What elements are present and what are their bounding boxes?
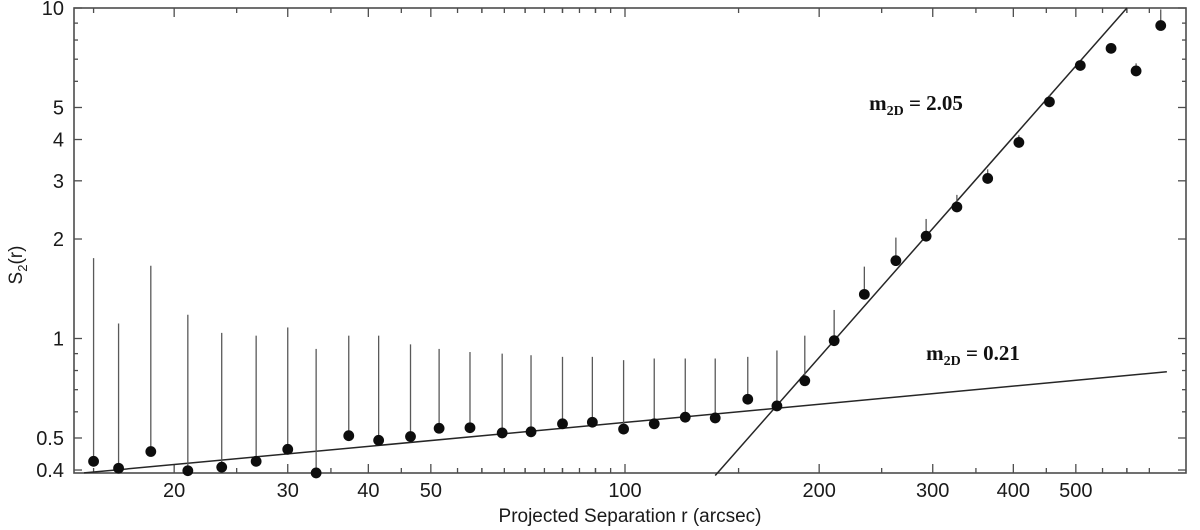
- slope-symbol: m: [926, 341, 944, 365]
- x-tick-label: 300: [916, 480, 949, 502]
- data-point: [525, 426, 537, 438]
- data-point: [742, 393, 754, 405]
- y-axis-ticks: [74, 7, 1186, 471]
- y-axis-label-subscript: 2: [15, 265, 30, 272]
- x-tick-label: 30: [277, 480, 299, 502]
- data-point: [858, 288, 870, 300]
- data-point: [951, 201, 963, 213]
- data-points: [88, 20, 1167, 479]
- data-point: [310, 467, 322, 479]
- data-point: [216, 461, 228, 473]
- slope-subscript: 2D: [887, 104, 904, 119]
- x-axis-ticks: [92, 8, 1150, 473]
- data-point: [709, 412, 721, 424]
- y-tick-label: 4: [53, 130, 64, 152]
- data-point: [433, 422, 445, 434]
- slope-value: = 2.05: [904, 91, 963, 115]
- data-point: [282, 443, 294, 455]
- x-tick-label: 100: [608, 480, 641, 502]
- fit-line-shallow: [84, 371, 1167, 474]
- data-point: [648, 418, 660, 430]
- data-point: [464, 422, 476, 434]
- svg-text:m2D = 2.05: m2D = 2.05: [869, 91, 963, 119]
- ann-steep: m2D = 2.05: [869, 91, 963, 119]
- data-point: [771, 400, 783, 412]
- y-tick-labels: 0.4 0.5 1 2 3 4 5 10: [36, 0, 64, 482]
- x-tick-label: 500: [1059, 480, 1092, 502]
- y-tick-label: 10: [42, 0, 64, 20]
- slope-subscript: 2D: [944, 354, 961, 369]
- data-point: [88, 455, 99, 467]
- data-point: [1044, 96, 1055, 108]
- x-tick-labels: 20 30 40 50 100 200 300 400 500: [163, 480, 1092, 502]
- data-point: [145, 446, 157, 457]
- plot-border: [73, 7, 1187, 474]
- data-point: [1074, 60, 1086, 71]
- data-point: [113, 462, 124, 474]
- data-point: [586, 416, 598, 428]
- y-axis-label: S2(r): [6, 246, 30, 285]
- data-point: [1130, 65, 1142, 77]
- data-point: [890, 255, 902, 267]
- x-tick-label: 40: [357, 480, 379, 502]
- data-point: [182, 465, 194, 477]
- data-point: [799, 375, 811, 387]
- data-point: [982, 173, 994, 184]
- x-tick-label: 20: [163, 480, 185, 502]
- y-axis-label-tail: (r): [6, 246, 27, 265]
- data-point: [250, 455, 262, 467]
- y-tick-label: 5: [53, 97, 64, 119]
- x-tick-label: 200: [802, 480, 835, 502]
- y-tick-label: 0.4: [36, 460, 64, 482]
- svg-text:S2(r): S2(r): [6, 246, 30, 285]
- data-point: [1155, 20, 1167, 31]
- data-point: [828, 335, 840, 347]
- x-tick-label: 50: [420, 480, 442, 502]
- y-tick-label: 3: [53, 171, 64, 193]
- fit-line-steep: [714, 7, 1128, 477]
- x-tick-label: 400: [997, 480, 1030, 502]
- data-point: [679, 411, 691, 423]
- fit-lines: [84, 7, 1167, 477]
- data-point: [496, 427, 508, 439]
- x-axis-label: Projected Separation r (arcsec): [499, 506, 762, 527]
- data-point: [618, 423, 629, 435]
- data-point: [920, 230, 932, 242]
- y-axis-label-base: S: [6, 272, 27, 285]
- y-tick-label: 1: [53, 329, 64, 351]
- y-tick-label: 2: [53, 229, 64, 251]
- data-point: [1105, 42, 1117, 54]
- svg-text:m2D = 0.21: m2D = 0.21: [926, 341, 1020, 369]
- error-bars: [92, 9, 1162, 473]
- data-point: [557, 418, 568, 430]
- slope-value: = 0.21: [961, 341, 1020, 365]
- slope-symbol: m: [869, 91, 887, 115]
- y-tick-label: 0.5: [36, 428, 64, 450]
- ann-shallow: m2D = 0.21: [926, 341, 1020, 369]
- data-point: [343, 430, 355, 442]
- data-point: [373, 434, 385, 446]
- data-point: [1013, 137, 1025, 148]
- axes-frame: [73, 7, 1187, 474]
- data-point: [405, 431, 416, 442]
